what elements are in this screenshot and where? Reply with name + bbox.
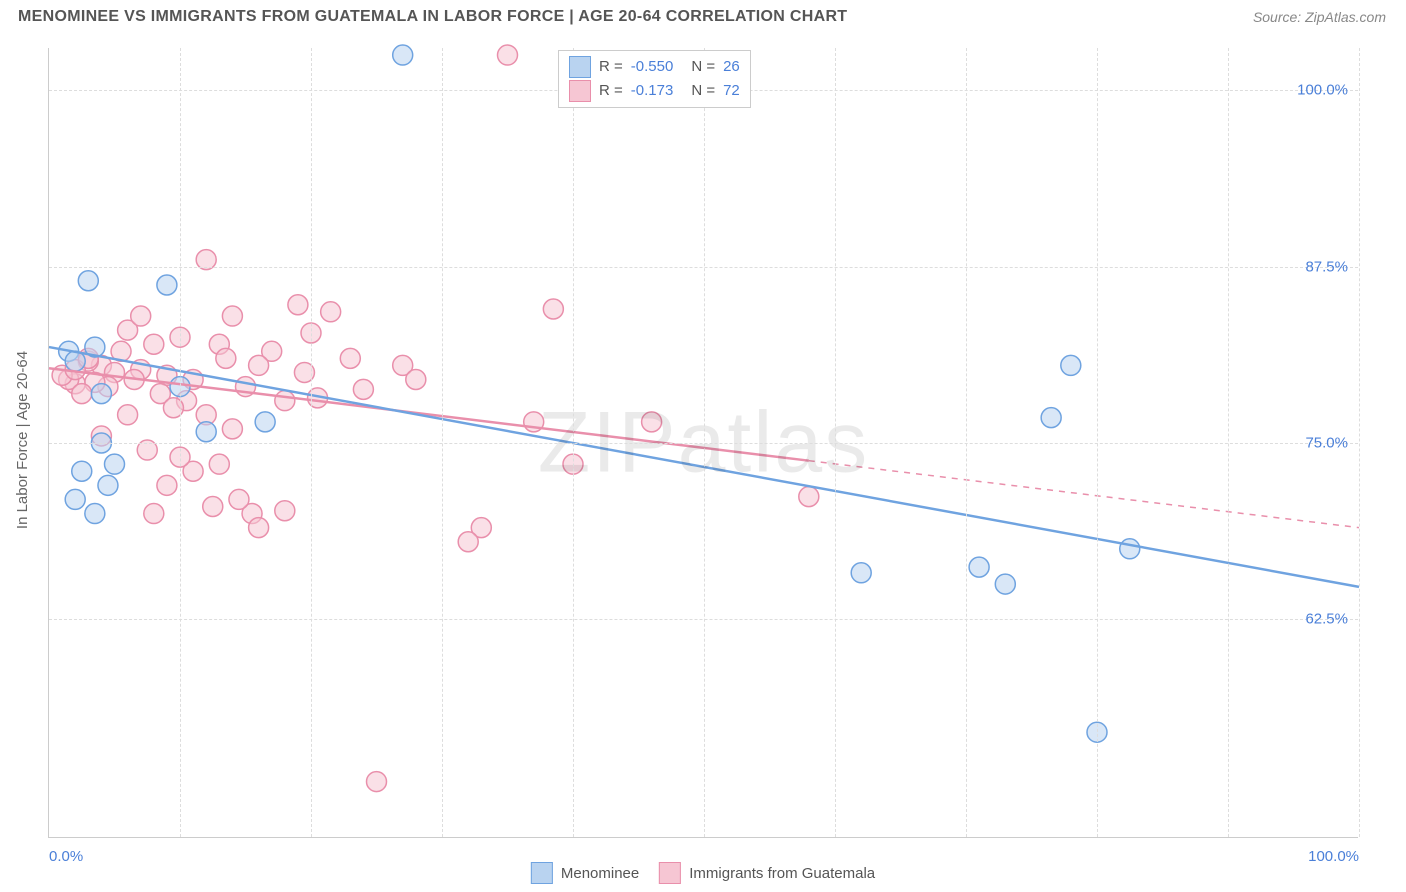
scatter-point [196,422,216,442]
scatter-point [1061,355,1081,375]
scatter-point [458,532,478,552]
scatter-point [203,496,223,516]
scatter-point [144,504,164,524]
gridline-vertical [573,48,574,837]
legend-n-label: N = [691,79,715,103]
scatter-point [91,384,111,404]
legend-swatch [659,862,681,884]
gridline-vertical [835,48,836,837]
legend-n-label: N = [691,55,715,79]
scatter-point [105,454,125,474]
gridline-vertical [966,48,967,837]
legend-r-label: R = [599,79,623,103]
series-legend: Menominee Immigrants from Guatemala [531,862,875,884]
scatter-point [543,299,563,319]
legend-series-label: Menominee [561,865,639,882]
scatter-point [353,379,373,399]
gridline-vertical [1359,48,1360,837]
scatter-point [498,45,518,65]
legend-series-item: Menominee [531,862,639,884]
scatter-point [157,275,177,295]
scatter-point [1120,539,1140,559]
legend-n-value: 26 [723,55,740,79]
legend-r-value: -0.173 [631,79,674,103]
gridline-vertical [180,48,181,837]
scatter-point [969,557,989,577]
legend-r-value: -0.550 [631,55,674,79]
scatter-point [209,454,229,474]
chart-plot-area: ZIPatlas 62.5%75.0%87.5%100.0%0.0%100.0% [48,48,1358,838]
scatter-point [85,504,105,524]
y-axis-title: In Labor Force | Age 20-64 [14,351,31,529]
scatter-point [995,574,1015,594]
scatter-point [249,518,269,538]
y-tick-label: 87.5% [1305,258,1348,275]
scatter-point [98,475,118,495]
gridline-vertical [311,48,312,837]
scatter-point [72,461,92,481]
chart-title: MENOMINEE VS IMMIGRANTS FROM GUATEMALA I… [18,8,847,26]
title-bar: MENOMINEE VS IMMIGRANTS FROM GUATEMALA I… [0,0,1406,30]
scatter-point [367,772,387,792]
scatter-point [118,405,138,425]
gridline-vertical [442,48,443,837]
scatter-point [799,487,819,507]
scatter-point [72,384,92,404]
trend-line [49,368,809,460]
gridline-vertical [1097,48,1098,837]
scatter-point [249,355,269,375]
scatter-point [65,489,85,509]
source-attribution: Source: ZipAtlas.com [1253,9,1386,25]
legend-swatch [569,56,591,78]
scatter-point [229,489,249,509]
scatter-point [216,348,236,368]
legend-swatch [531,862,553,884]
legend-series-item: Immigrants from Guatemala [659,862,875,884]
legend-correlation-row: R = -0.173 N = 72 [569,79,740,103]
gridline-vertical [1228,48,1229,837]
x-tick-label: 0.0% [49,848,83,865]
y-tick-label: 75.0% [1305,435,1348,452]
scatter-point [642,412,662,432]
scatter-point [321,302,341,322]
legend-r-label: R = [599,55,623,79]
scatter-point [851,563,871,583]
scatter-point [275,391,295,411]
scatter-point [131,306,151,326]
y-tick-label: 100.0% [1297,82,1348,99]
gridline-vertical [704,48,705,837]
scatter-point [1041,408,1061,428]
scatter-point [78,271,98,291]
scatter-point [222,306,242,326]
scatter-point [222,419,242,439]
trend-line-extrapolated [809,461,1359,528]
legend-swatch [569,80,591,102]
scatter-point [157,475,177,495]
scatter-point [340,348,360,368]
legend-series-label: Immigrants from Guatemala [689,865,875,882]
scatter-point [255,412,275,432]
scatter-point [406,370,426,390]
x-tick-label: 100.0% [1308,848,1359,865]
scatter-point [275,501,295,521]
y-tick-label: 62.5% [1305,611,1348,628]
scatter-point [144,334,164,354]
legend-n-value: 72 [723,79,740,103]
legend-correlation-row: R = -0.550 N = 26 [569,55,740,79]
correlation-legend: R = -0.550 N = 26 R = -0.173 N = 72 [558,50,751,108]
scatter-point [393,45,413,65]
scatter-point [288,295,308,315]
